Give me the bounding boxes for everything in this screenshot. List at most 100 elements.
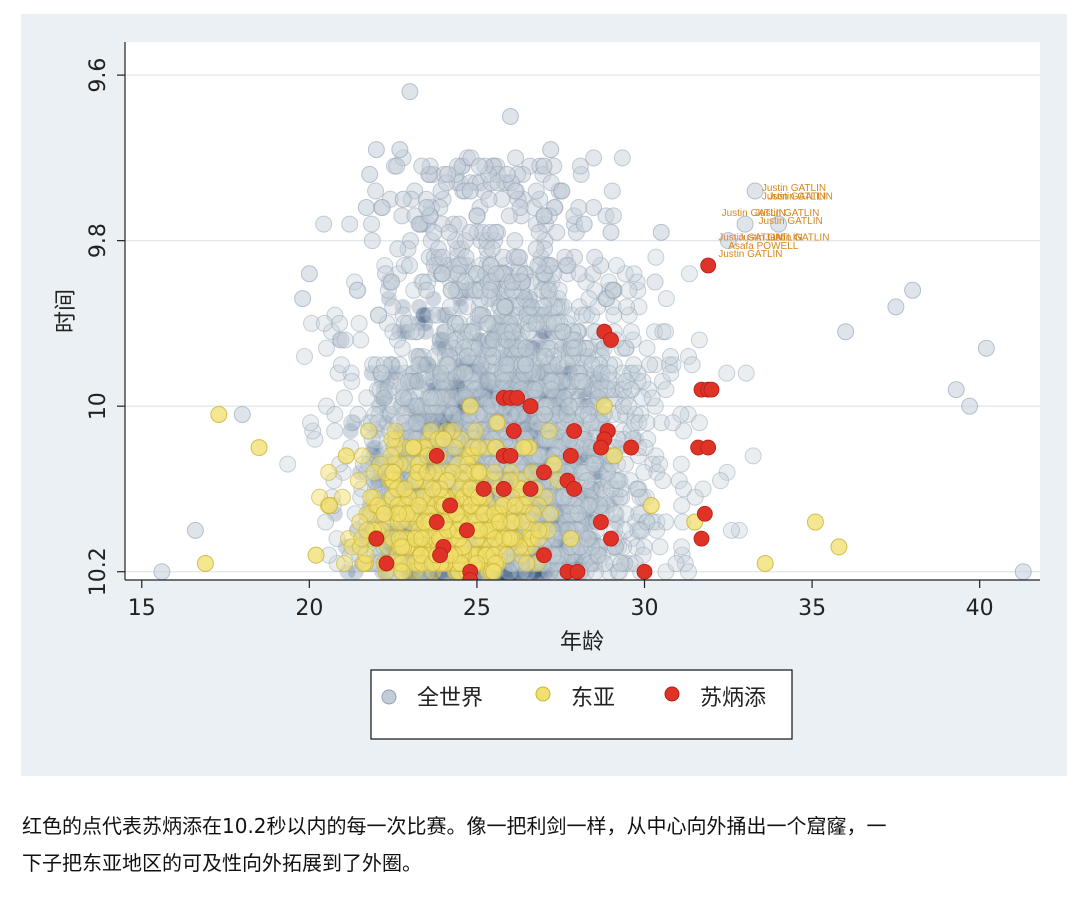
world-point-dense bbox=[451, 373, 468, 390]
world-point bbox=[315, 314, 333, 332]
world-point bbox=[509, 372, 527, 390]
world-point bbox=[625, 356, 643, 374]
world-point bbox=[426, 348, 444, 366]
world-point bbox=[602, 381, 620, 399]
world-point-outlier bbox=[498, 165, 516, 183]
east-asia-point bbox=[404, 439, 422, 457]
world-point bbox=[408, 348, 426, 366]
caption-line-1: 红色的点代表苏炳添在10.2秒以内的每一次比赛。像一把利剑一样，从中心向外捅出一… bbox=[22, 814, 887, 838]
east-asia-point bbox=[470, 463, 488, 481]
world-point-dense bbox=[374, 373, 391, 390]
east-asia-point bbox=[461, 397, 479, 415]
world-point bbox=[535, 405, 553, 423]
world-point bbox=[622, 364, 640, 382]
east-asia-point bbox=[418, 463, 436, 481]
world-point bbox=[550, 439, 568, 457]
world-point bbox=[304, 422, 322, 440]
world-point bbox=[476, 348, 494, 366]
su-bingtian-point bbox=[696, 505, 713, 522]
world-point bbox=[454, 372, 472, 390]
world-point bbox=[622, 381, 640, 399]
world-point bbox=[406, 372, 424, 390]
world-point-outlier bbox=[977, 339, 995, 357]
world-point bbox=[617, 339, 635, 357]
world-point-outlier bbox=[186, 521, 204, 539]
world-point bbox=[570, 364, 588, 382]
world-point-dense bbox=[408, 373, 425, 390]
world-point bbox=[606, 480, 624, 498]
world-point-dense bbox=[417, 315, 434, 332]
world-point-dense bbox=[497, 348, 514, 365]
world-point bbox=[567, 405, 585, 423]
world-point bbox=[410, 348, 428, 366]
world-point bbox=[425, 405, 443, 423]
world-point bbox=[382, 405, 400, 423]
world-point bbox=[635, 538, 653, 556]
world-point-dense bbox=[507, 563, 524, 580]
world-point bbox=[580, 290, 598, 308]
world-point-dense bbox=[471, 331, 488, 348]
east-asia-point bbox=[250, 439, 268, 457]
world-point-dense bbox=[468, 356, 485, 373]
world-point-dense bbox=[415, 307, 432, 324]
world-point bbox=[611, 488, 629, 506]
world-point bbox=[676, 554, 694, 572]
world-point-dense bbox=[564, 547, 581, 564]
world-point-dense bbox=[437, 373, 454, 390]
world-point bbox=[471, 372, 489, 390]
world-point bbox=[630, 480, 648, 498]
world-point bbox=[525, 381, 543, 399]
world-point-dense bbox=[534, 439, 551, 456]
world-point bbox=[570, 397, 588, 415]
world-point bbox=[587, 364, 605, 382]
world-point-outlier bbox=[367, 141, 385, 159]
world-point-dense bbox=[475, 307, 492, 324]
world-point bbox=[499, 323, 517, 341]
world-point bbox=[553, 372, 571, 390]
world-point-dense bbox=[479, 389, 496, 406]
world-point bbox=[473, 389, 491, 407]
world-point bbox=[436, 397, 454, 415]
world-point-dense bbox=[384, 365, 401, 382]
east-asia-point bbox=[524, 505, 542, 523]
world-point bbox=[424, 306, 442, 324]
world-point bbox=[638, 513, 656, 531]
world-point bbox=[409, 414, 427, 432]
world-point bbox=[388, 157, 406, 175]
legend-marker-world bbox=[381, 689, 397, 705]
world-point-dense bbox=[458, 365, 475, 382]
world-point-outlier bbox=[535, 157, 553, 175]
world-point bbox=[555, 389, 573, 407]
world-point bbox=[429, 306, 447, 324]
world-point-dense bbox=[556, 340, 573, 357]
world-point bbox=[629, 521, 647, 539]
world-point-dense bbox=[608, 489, 625, 506]
world-point bbox=[680, 348, 698, 366]
world-point bbox=[499, 348, 517, 366]
world-point bbox=[425, 223, 443, 241]
world-point bbox=[332, 331, 350, 349]
world-point-dense bbox=[520, 414, 537, 431]
world-point bbox=[570, 405, 588, 423]
world-point-dense bbox=[441, 398, 458, 415]
world-point bbox=[564, 339, 582, 357]
world-point-dense bbox=[404, 414, 421, 431]
world-point-dense bbox=[484, 331, 501, 348]
world-point-dense bbox=[448, 406, 465, 423]
world-point-dense bbox=[476, 356, 493, 373]
world-point bbox=[342, 364, 360, 382]
world-point bbox=[670, 472, 688, 490]
world-point-dense bbox=[466, 381, 483, 398]
world-point bbox=[412, 381, 430, 399]
world-point-dense bbox=[447, 389, 464, 406]
world-point bbox=[552, 414, 570, 432]
world-point bbox=[621, 472, 639, 490]
world-point-dense bbox=[489, 315, 506, 332]
world-point bbox=[596, 290, 614, 308]
world-point bbox=[471, 306, 489, 324]
world-point bbox=[427, 397, 445, 415]
world-point-dense bbox=[465, 373, 482, 390]
world-point-dense bbox=[392, 398, 409, 415]
world-point-dense bbox=[411, 298, 428, 315]
